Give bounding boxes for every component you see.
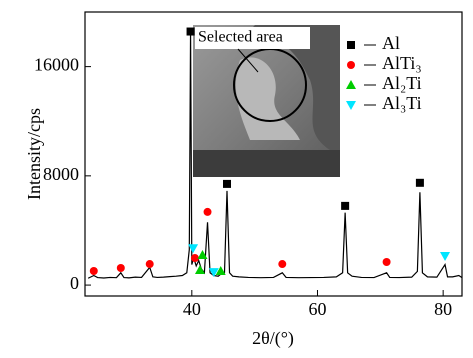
inset-label: Selected area	[198, 29, 283, 46]
legend-marker	[346, 101, 356, 110]
inset-image	[193, 25, 340, 177]
legend-marker	[347, 41, 355, 49]
y-tick-label: 16000	[34, 55, 79, 75]
marker	[117, 264, 125, 272]
marker	[146, 260, 154, 268]
legend-marker	[346, 80, 356, 89]
marker	[90, 267, 98, 275]
legend-label: Al₃Ti	[382, 93, 422, 113]
marker	[187, 28, 195, 36]
marker	[278, 260, 286, 268]
chart: Selected area Intensity/cps 2θ/(°) 0 8000…	[0, 0, 473, 358]
x-axis-label: 2θ/(°)	[252, 328, 294, 349]
y-tick-label: 0	[70, 273, 79, 293]
legend-label: Al	[382, 33, 400, 53]
x-tick-label: 60	[308, 299, 326, 319]
legend-label: AlTi₃	[382, 53, 422, 73]
marker	[204, 208, 212, 216]
marker	[191, 254, 199, 262]
legend-label: Al₂Ti	[382, 73, 422, 93]
x-tick-label: 80	[434, 299, 452, 319]
marker	[440, 252, 450, 261]
marker	[416, 179, 424, 187]
legend-marker	[347, 61, 355, 69]
y-tick-label: 8000	[43, 164, 79, 184]
marker	[223, 180, 231, 188]
marker	[341, 202, 349, 210]
y-axis-label: Intensity/cps	[24, 108, 44, 200]
marker	[383, 258, 391, 266]
x-tick-label: 40	[183, 299, 201, 319]
